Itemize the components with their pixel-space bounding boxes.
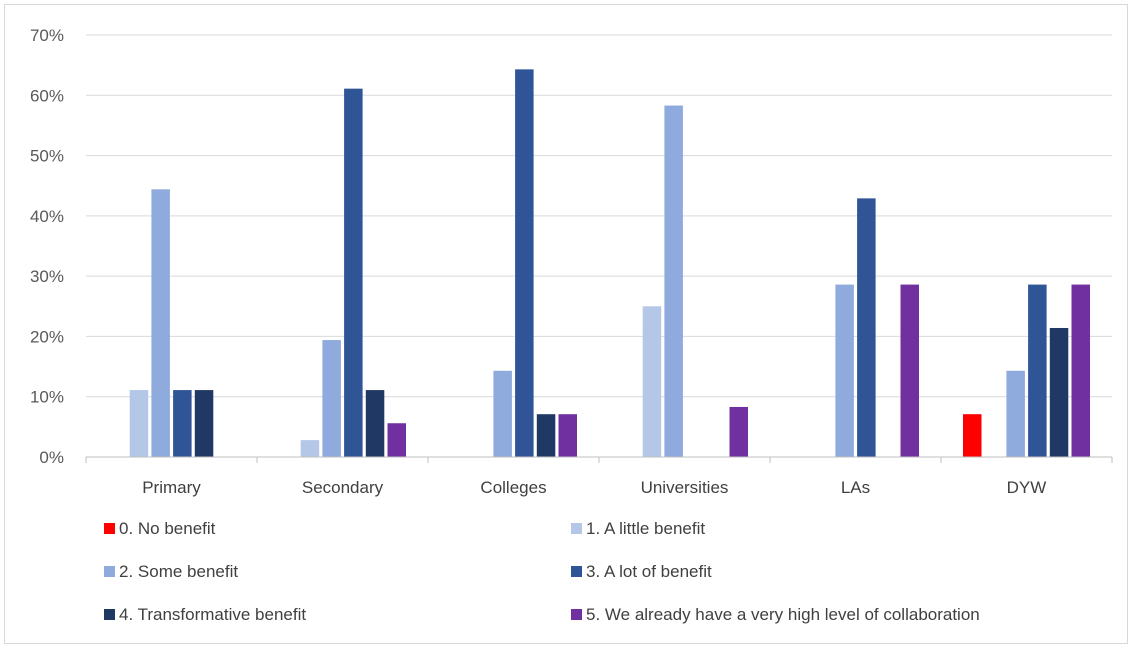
y-tick-label: 0%	[39, 448, 64, 467]
y-tick-label: 70%	[30, 26, 64, 45]
y-tick-label: 40%	[30, 207, 64, 226]
legend-item: 2. Some benefit	[104, 562, 238, 581]
bar-las-series-3	[857, 198, 876, 458]
legend-swatch	[571, 566, 582, 577]
y-tick-label: 10%	[30, 388, 64, 407]
legend-swatch	[104, 566, 115, 577]
bar-primary-series-2	[151, 189, 170, 457]
bar-dyw-series-5	[1071, 284, 1090, 457]
legend-label: 3. A lot of benefit	[586, 562, 712, 581]
legend-item: 5. We already have a very high level of …	[571, 605, 980, 624]
chart-frame	[4, 4, 1128, 644]
bar-colleges-series-4	[536, 414, 556, 457]
y-tick-label: 60%	[30, 86, 64, 105]
bar-colleges-series-5	[558, 414, 577, 457]
legend-swatch	[104, 609, 115, 620]
bar-dyw-series-4	[1049, 327, 1069, 457]
x-category-label: Secondary	[302, 478, 384, 497]
bars	[129, 69, 1090, 458]
x-category-label: LAs	[841, 478, 870, 497]
legend-item: 1. A little benefit	[571, 519, 705, 538]
bar-primary-series-4	[194, 390, 214, 457]
x-axis	[85, 456, 1113, 463]
legend-swatch	[104, 523, 115, 534]
bar-universities-series-2	[664, 105, 683, 457]
y-tick-label: 30%	[30, 267, 64, 286]
bar-dyw-series-3	[1028, 284, 1047, 457]
bar-dyw-series-0	[963, 414, 982, 457]
bar-secondary-series-5	[387, 423, 406, 457]
x-category-label: Primary	[142, 478, 201, 497]
legend-label: 5. We already have a very high level of …	[586, 605, 980, 624]
bar-universities-series-1	[642, 306, 662, 457]
legend-label: 2. Some benefit	[119, 562, 238, 581]
bar-secondary-series-1	[300, 440, 320, 457]
legend-label: 1. A little benefit	[586, 519, 705, 538]
bar-secondary-series-2	[322, 340, 341, 457]
x-axis-category-labels: Primary Secondary Colleges Universities LAs D…	[142, 478, 1046, 497]
bar-colleges-series-2	[493, 370, 512, 457]
legend-item: 3. A lot of benefit	[571, 562, 712, 581]
legend: 0. No benefit 1. A little benefit 2. Some …	[104, 519, 980, 624]
legend-swatch	[571, 609, 582, 620]
x-category-label: Colleges	[480, 478, 546, 497]
gridlines	[86, 34, 1112, 398]
x-category-label: Universities	[641, 478, 729, 497]
bar-universities-series-5	[729, 406, 748, 457]
y-axis-tick-labels: 0% 10% 20% 30% 40% 50% 60% 70%	[30, 26, 64, 467]
legend-label: 4. Transformative benefit	[119, 605, 306, 624]
bar-secondary-series-4	[365, 390, 385, 457]
y-tick-label: 20%	[30, 327, 64, 346]
x-category-label: DYW	[1007, 478, 1047, 497]
bar-las-series-2	[835, 284, 854, 457]
legend-item: 0. No benefit	[104, 519, 216, 538]
y-tick-label: 50%	[30, 147, 64, 166]
bar-colleges-series-3	[515, 69, 534, 457]
bar-secondary-series-3	[344, 88, 363, 457]
bar-las-series-5	[900, 284, 919, 457]
bar-primary-series-1	[129, 390, 149, 457]
legend-label: 0. No benefit	[119, 519, 216, 538]
bar-dyw-series-2	[1006, 370, 1025, 457]
legend-item: 4. Transformative benefit	[104, 605, 306, 624]
bar-primary-series-3	[173, 390, 192, 457]
legend-swatch	[571, 523, 582, 534]
